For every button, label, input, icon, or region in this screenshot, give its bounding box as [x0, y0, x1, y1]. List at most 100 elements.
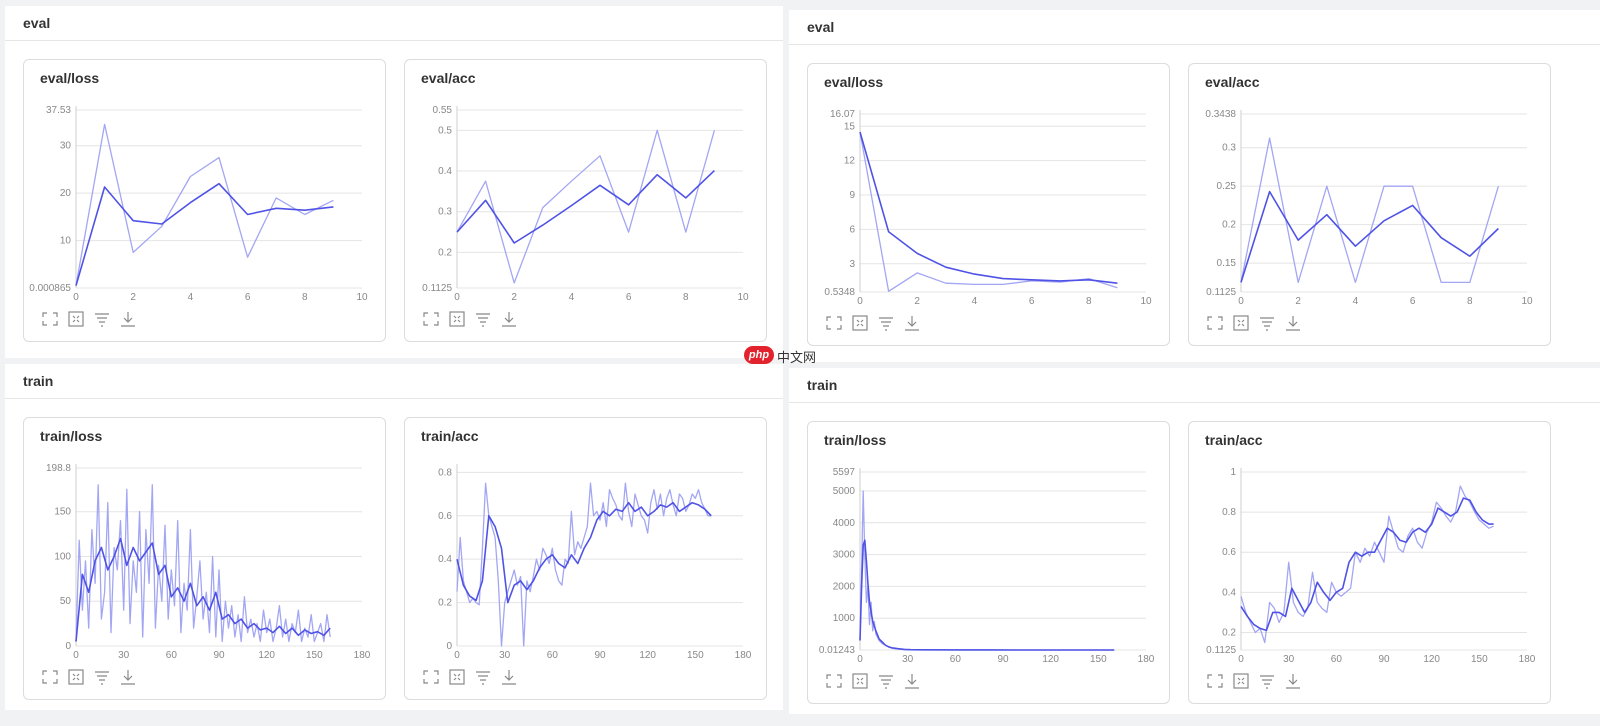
fit-domain-button[interactable]	[447, 668, 467, 686]
filter-button[interactable]	[92, 310, 112, 328]
line-chart[interactable]: 0.000865 10 20 30 37.53 0 2 4 6 8 10	[24, 96, 387, 306]
fullscreen-button[interactable]	[40, 310, 60, 328]
download-button[interactable]	[499, 310, 519, 328]
section-header[interactable]: train	[5, 364, 783, 399]
filter-icon	[879, 675, 893, 689]
fit-domain-button[interactable]	[1231, 672, 1251, 690]
filter-button[interactable]	[1257, 314, 1277, 332]
fullscreen-button[interactable]	[824, 672, 844, 690]
filter-button[interactable]	[473, 668, 493, 686]
line-chart[interactable]: 0.1125 0.2 0.3 0.4 0.5 0.55 0 2 4 6 8 10	[405, 96, 768, 306]
fullscreen-button[interactable]	[40, 668, 60, 686]
download-button[interactable]	[902, 672, 922, 690]
section-eval: eval eval/loss 0.5348 3 6 9 12 15 16.07 0 2 4 6 8 10 ev…	[789, 10, 1600, 362]
y-tick-label: 0.4	[1222, 587, 1236, 598]
fit-domain-button[interactable]	[66, 310, 86, 328]
line-chart[interactable]: 0 0.2 0.4 0.6 0.8 0 30 60 90 120 150 180	[405, 454, 768, 664]
y-tick-label: 0.3	[438, 207, 452, 218]
y-tick-label: 0.6	[1222, 547, 1236, 558]
download-button[interactable]	[902, 314, 922, 332]
filter-button[interactable]	[876, 672, 896, 690]
line-chart[interactable]: 0 50 100 150 198.8 0 30 60 90 120 150 180	[24, 454, 387, 664]
filter-button[interactable]	[1257, 672, 1277, 690]
y-tick-label: 9	[849, 190, 855, 201]
fit-domain-icon	[68, 669, 84, 685]
fit-domain-button[interactable]	[66, 668, 86, 686]
y-tick-label: 0	[446, 641, 452, 652]
fullscreen-button[interactable]	[421, 310, 441, 328]
x-tick-label: 120	[1423, 654, 1440, 665]
y-tick-label: 0.5348	[824, 287, 855, 298]
chart-card-eval-loss: eval/loss 0.000865 10 20 30 37.53 0 2 4 6 8 10	[23, 59, 386, 342]
y-tick-label: 0.25	[1217, 181, 1237, 192]
y-tick-label: 0.1125	[1206, 287, 1236, 298]
chart-card-train-loss: train/loss 0 50 100 150 198.8 0 30 60 90 120 150 180	[23, 417, 386, 700]
chart-card-train-acc: train/acc 0 0.2 0.4 0.6 0.8 0 30 60 90 120 150 180	[404, 417, 767, 700]
y-tick-label: 150	[54, 507, 71, 518]
fullscreen-button[interactable]	[1205, 314, 1225, 332]
fit-domain-icon	[449, 669, 465, 685]
section-train: train train/loss 0 50 100 150 198.8 0 30 60 90 120 1…	[5, 364, 783, 710]
chart-card-eval-acc: eval/acc 0.1125 0.15 0.2 0.25 0.3 0.3438 0 2 4 6 8 1…	[1188, 63, 1551, 346]
download-icon	[121, 670, 135, 685]
line-chart[interactable]: 0.1125 0.2 0.4 0.6 0.8 1 0 30 60 90 120 150 180	[1189, 458, 1552, 668]
chart-title: train/loss	[824, 432, 887, 448]
fit-domain-button[interactable]	[1231, 314, 1251, 332]
raw-series-line	[75, 484, 331, 643]
x-tick-label: 6	[1029, 296, 1035, 307]
fullscreen-button[interactable]	[1205, 672, 1225, 690]
section-header[interactable]: eval	[5, 6, 783, 41]
x-tick-label: 6	[245, 292, 251, 303]
filter-button[interactable]	[876, 314, 896, 332]
fit-domain-button[interactable]	[447, 310, 467, 328]
smoothed-series-line	[859, 539, 1115, 651]
y-tick-label: 0.55	[433, 105, 453, 116]
chart-title: train/acc	[421, 428, 479, 444]
chart-card-eval-loss: eval/loss 0.5348 3 6 9 12 15 16.07 0 2 4 6 8 10	[807, 63, 1170, 346]
fit-domain-button[interactable]	[850, 314, 870, 332]
y-tick-label: 0.8	[438, 467, 452, 478]
line-chart[interactable]: 0.01243 1000 2000 3000 4000 5000 5597 0 30 60 90 12…	[808, 458, 1171, 668]
download-button[interactable]	[118, 668, 138, 686]
x-tick-label: 30	[118, 650, 130, 661]
download-button[interactable]	[118, 310, 138, 328]
section-header[interactable]: eval	[789, 10, 1600, 45]
x-tick-label: 8	[1086, 296, 1092, 307]
chart-toolbar	[421, 310, 525, 330]
fullscreen-button[interactable]	[421, 668, 441, 686]
x-tick-label: 10	[737, 292, 749, 303]
y-tick-label: 0.2	[1222, 627, 1236, 638]
fit-domain-icon	[68, 311, 84, 327]
download-button[interactable]	[499, 668, 519, 686]
raw-series-line	[1240, 485, 1494, 644]
filter-icon	[476, 671, 490, 685]
chart-card-train-loss: train/loss 0.01243 1000 2000 3000 4000 5000 559…	[807, 421, 1170, 704]
section-title: train	[807, 377, 838, 393]
y-tick-label: 50	[60, 596, 72, 607]
fullscreen-icon	[1207, 316, 1223, 330]
y-tick-label: 4000	[833, 518, 856, 529]
fit-domain-icon	[1233, 673, 1249, 689]
raw-series-line	[456, 482, 712, 647]
x-tick-label: 150	[687, 650, 704, 661]
download-button[interactable]	[1283, 672, 1303, 690]
y-tick-label: 0.2	[438, 598, 452, 609]
section-train: train train/loss 0.01243 1000 2000 3000 4000 50…	[789, 368, 1600, 714]
chart-toolbar	[40, 668, 144, 688]
line-chart[interactable]: 0.1125 0.15 0.2 0.25 0.3 0.3438 0 2 4 6 8 10	[1189, 100, 1552, 310]
fullscreen-button[interactable]	[824, 314, 844, 332]
section-header[interactable]: train	[789, 368, 1600, 403]
filter-button[interactable]	[92, 668, 112, 686]
download-button[interactable]	[1283, 314, 1303, 332]
y-tick-label: 0.1125	[1206, 645, 1236, 656]
y-tick-label: 20	[60, 188, 72, 199]
chart-toolbar	[421, 668, 525, 688]
filter-button[interactable]	[473, 310, 493, 328]
fit-domain-button[interactable]	[850, 672, 870, 690]
x-tick-label: 0	[1238, 654, 1244, 665]
x-tick-label: 90	[997, 654, 1009, 665]
y-tick-label: 12	[844, 156, 856, 167]
x-tick-label: 0	[73, 650, 79, 661]
x-tick-label: 6	[626, 292, 632, 303]
